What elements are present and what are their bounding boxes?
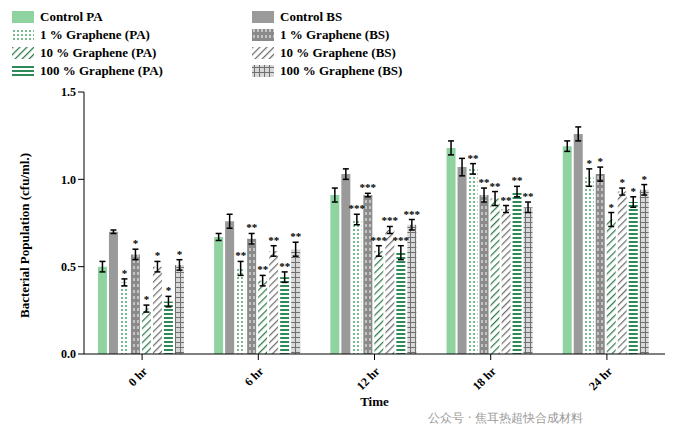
svg-text:*: * (608, 201, 614, 213)
svg-text:0.5: 0.5 (61, 260, 76, 274)
svg-text:**: ** (257, 263, 269, 275)
svg-text:*: * (144, 293, 150, 305)
svg-text:Bacterial Population (cfu/ml.): Bacterial Population (cfu/ml.) (17, 153, 32, 318)
svg-text:*: * (166, 284, 172, 296)
svg-text:**: ** (279, 260, 291, 272)
svg-text:*: * (155, 249, 161, 261)
svg-text:**: ** (290, 230, 302, 242)
svg-text:*: * (586, 157, 592, 169)
svg-text:**: ** (512, 174, 524, 186)
svg-text:**: ** (479, 176, 491, 188)
html-text:100 % Graphene (PA): 100 % Graphene (PA) (40, 63, 163, 79)
svg-text:*: * (630, 185, 636, 197)
svg-text:***: *** (382, 214, 399, 226)
svg-text:*: * (122, 267, 128, 279)
svg-text:*: * (641, 173, 647, 185)
svg-text:***: *** (360, 181, 377, 193)
svg-text:**: ** (490, 180, 502, 192)
svg-text:**: ** (235, 249, 247, 261)
svg-text:**: ** (268, 234, 280, 246)
svg-text:*: * (619, 176, 625, 188)
html-text:1 % Graphene (BS): 1 % Graphene (BS) (280, 26, 390, 42)
html-text:Control PA: Control PA (40, 8, 103, 24)
svg-text:18 hr: 18 hr (470, 364, 499, 393)
svg-text:***: *** (404, 208, 421, 220)
svg-text:***: *** (371, 234, 388, 246)
svg-text:*: * (177, 248, 183, 260)
svg-text:1.5: 1.5 (61, 85, 76, 99)
svg-text:0 hr: 0 hr (125, 364, 150, 389)
html-text:10 % Graphene (BS): 10 % Graphene (BS) (280, 45, 396, 60)
svg-text:*: * (133, 237, 139, 249)
html-text:公众号 · 焦耳热超快合成材料: 公众号 · 焦耳热超快合成材料 (428, 411, 584, 425)
svg-text:***: *** (349, 202, 366, 214)
svg-text:6 hr: 6 hr (242, 364, 267, 389)
svg-text:**: ** (468, 152, 480, 164)
svg-text:0.0: 0.0 (61, 347, 76, 361)
svg-text:Time: Time (360, 394, 389, 409)
html-text:Control BS: Control BS (280, 8, 343, 24)
svg-text:*: * (597, 155, 603, 167)
svg-text:12 hr: 12 hr (354, 364, 383, 393)
svg-text:**: ** (523, 190, 535, 202)
svg-text:**: ** (246, 221, 257, 233)
svg-text:24 hr: 24 hr (586, 364, 615, 393)
svg-text:1.0: 1.0 (61, 173, 76, 187)
html-text:100 % Graphene (BS): 100 % Graphene (BS) (280, 63, 403, 79)
html-text:10 % Graphene (PA): 10 % Graphene (PA) (40, 45, 157, 60)
svg-text:***: *** (393, 234, 410, 246)
svg-text:**: ** (501, 194, 513, 206)
html-text:1 % Graphene (PA): 1 % Graphene (PA) (40, 26, 150, 42)
